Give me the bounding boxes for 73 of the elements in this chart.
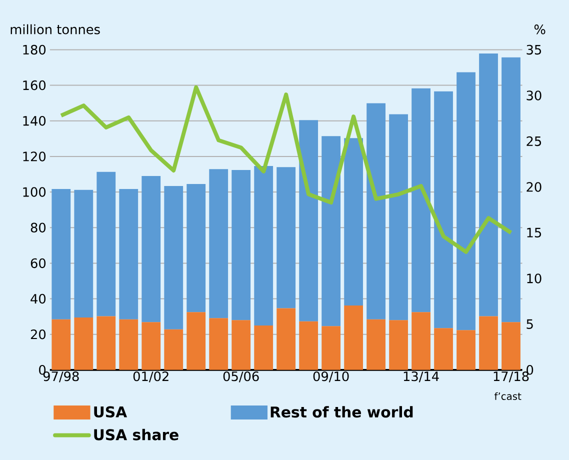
y2-tick-label: 35 bbox=[526, 44, 542, 54]
bar bbox=[119, 188, 138, 320]
bar bbox=[96, 316, 116, 370]
bar bbox=[412, 312, 430, 370]
legend-label: USA share bbox=[94, 428, 178, 440]
bar bbox=[52, 188, 71, 320]
bar bbox=[254, 325, 274, 370]
y2-tick-label: 15 bbox=[527, 228, 542, 238]
legend-label: USA bbox=[94, 406, 128, 418]
y2-tick-label: 25 bbox=[526, 136, 542, 146]
bar bbox=[502, 57, 520, 322]
bar bbox=[366, 103, 386, 320]
x-tick-label: 09/10 bbox=[313, 371, 349, 382]
bar bbox=[322, 326, 341, 370]
y2-tick-label: 30 bbox=[526, 90, 542, 100]
text: f’cast bbox=[494, 392, 522, 400]
bar bbox=[96, 172, 116, 316]
bar bbox=[164, 329, 184, 370]
bar bbox=[142, 322, 161, 370]
bar bbox=[74, 190, 94, 318]
bar bbox=[186, 312, 206, 370]
bar bbox=[434, 91, 453, 328]
x-tick-label: 05/06 bbox=[223, 371, 259, 382]
line-series bbox=[59, 85, 513, 254]
y2-tick-label: 5 bbox=[526, 319, 533, 329]
bar bbox=[209, 318, 228, 370]
bar bbox=[276, 308, 296, 370]
bar bbox=[142, 176, 161, 322]
bar bbox=[456, 72, 476, 330]
bar bbox=[344, 138, 364, 306]
bar bbox=[502, 322, 520, 370]
bar bbox=[389, 320, 408, 370]
bar bbox=[52, 319, 71, 370]
y2-tick-label: 10 bbox=[527, 273, 542, 284]
bar bbox=[232, 170, 251, 320]
x-tick-label: 13/14 bbox=[404, 371, 439, 382]
y-axis-title: million tonnes bbox=[10, 24, 100, 34]
x-tick-label: 97/98 bbox=[43, 371, 79, 382]
y-tick-label: 160 bbox=[23, 80, 46, 90]
bar bbox=[232, 320, 251, 370]
bar bbox=[299, 120, 318, 322]
y2-tick-label: 0 bbox=[526, 364, 534, 375]
y2-tick-label: 20 bbox=[526, 182, 542, 192]
y-tick-label: 140 bbox=[23, 116, 46, 126]
bar bbox=[322, 136, 341, 326]
bar bbox=[276, 166, 296, 308]
bar bbox=[74, 317, 94, 370]
bar bbox=[366, 319, 386, 370]
bar bbox=[254, 166, 274, 326]
bar bbox=[186, 184, 206, 312]
bar bbox=[209, 168, 228, 318]
y-tick-label: 20 bbox=[30, 329, 46, 340]
x-tick-label: 01/02 bbox=[133, 371, 168, 382]
bar bbox=[479, 53, 498, 316]
bar bbox=[389, 114, 408, 320]
bar bbox=[412, 88, 430, 312]
bar bbox=[456, 330, 476, 370]
bar bbox=[479, 316, 498, 370]
bar bbox=[344, 305, 364, 370]
x-tick-label: 17/18 bbox=[494, 371, 529, 382]
bar bbox=[434, 328, 453, 370]
y-tick-label: 0 bbox=[39, 364, 46, 375]
bar bbox=[119, 319, 138, 370]
y-tick-label: 120 bbox=[23, 151, 46, 162]
y-tick-label: 80 bbox=[30, 222, 46, 232]
y-tick-label: 100 bbox=[23, 186, 46, 197]
y-tick-label: 180 bbox=[23, 44, 46, 54]
bar bbox=[299, 321, 318, 370]
bar bbox=[164, 186, 184, 330]
y-tick-label: 60 bbox=[30, 258, 46, 268]
y-tick-label: 40 bbox=[30, 294, 46, 304]
y2-axis-title: % bbox=[534, 24, 546, 34]
legend-label: Rest of the world bbox=[270, 406, 413, 418]
